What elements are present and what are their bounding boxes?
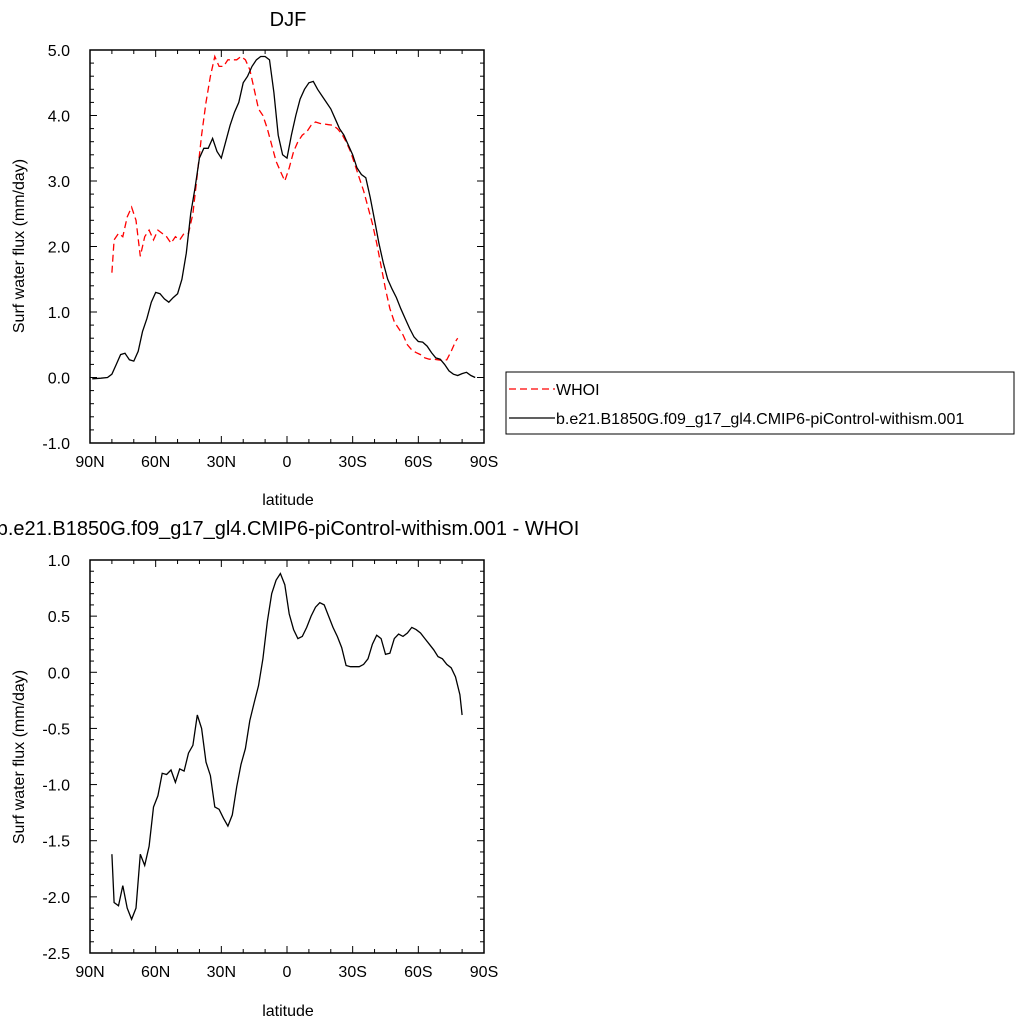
bottom-x-tick-label: 0 [283,964,292,981]
bottom-y-ticks: -2.5 -2.0 -1.5 -1.0 -0.5 0.0 0.5 1.0 [42,553,484,963]
top-plot-frame [89,49,485,444]
bottom-lines [111,572,463,922]
bottom-x-ticks: 90N 60N 30N 0 30S 60S 90S [75,560,498,981]
bottom-y-axis-label: Surf water flux (mm/day) [11,670,28,844]
top-x-tick-label: 0 [283,454,292,471]
top-y-tick-label: 5.0 [48,43,70,60]
legend: WHOI b.e21.B1850G.f09_g17_gl4.CMIP6-piCo… [505,371,1015,435]
top-y-tick-label: -1.0 [42,436,70,453]
legend-label-model: b.e21.B1850G.f09_g17_gl4.CMIP6-piControl… [556,411,964,428]
top-panel: DJF 90N 60N 30N 0 30S 60S 90S -1.0 0.0 1.0 2.0 3.0… [11,9,498,509]
legend-box [505,371,1015,435]
bottom-y-tick-label: -1.0 [42,778,70,795]
bottom-y-tick-label: 0.5 [48,609,70,626]
top-x-ticks: 90N 60N 30N 0 30S 60S 90S [75,50,498,471]
top-x-axis-label: latitude [262,492,314,509]
bottom-y-tick-label: -2.5 [42,946,70,963]
bottom-y-tick-label: -0.5 [42,721,70,738]
bottom-y-tick-label: 0.0 [48,665,70,682]
bottom-x-tick-label: 30S [338,964,366,981]
top-x-tick-label: 60N [141,454,170,471]
bottom-x-tick-label: 30N [207,964,236,981]
legend-label-whoi: WHOI [556,382,600,399]
top-y-tick-label: 0.0 [48,371,70,388]
top-y-tick-label: 3.0 [48,174,70,191]
bottom-panel: b.e21.B1850G.f09_g17_gl4.CMIP6-piControl… [0,518,579,1020]
top-y-axis-label: Surf water flux (mm/day) [11,159,28,333]
bottom-y-tick-label: -2.0 [42,890,70,907]
top-x-tick-label: 30S [338,454,366,471]
bottom-x-tick-label: 60S [404,964,432,981]
top-lines [92,54,476,380]
top-x-tick-label: 90S [470,454,498,471]
bottom-series-line-0 [111,572,463,922]
bottom-y-tick-label: -1.5 [42,834,70,851]
bottom-x-tick-label: 90N [75,964,104,981]
bottom-x-tick-label: 60N [141,964,170,981]
top-series-line-1 [92,55,476,380]
bottom-x-axis-label: latitude [262,1003,314,1020]
top-series-line-0 [111,54,459,362]
top-y-tick-label: 4.0 [48,109,70,126]
top-x-tick-label: 90N [75,454,104,471]
top-y-ticks: -1.0 0.0 1.0 2.0 3.0 4.0 5.0 [42,43,484,453]
bottom-y-tick-label: 1.0 [48,553,70,570]
top-title: DJF [270,9,307,31]
bottom-title: b.e21.B1850G.f09_g17_gl4.CMIP6-piControl… [0,518,579,540]
top-y-tick-label: 2.0 [48,240,70,257]
top-x-tick-label: 60S [404,454,432,471]
top-x-tick-label: 30N [207,454,236,471]
top-y-tick-label: 1.0 [48,305,70,322]
bottom-plot-frame [89,559,485,954]
bottom-x-tick-label: 90S [470,964,498,981]
